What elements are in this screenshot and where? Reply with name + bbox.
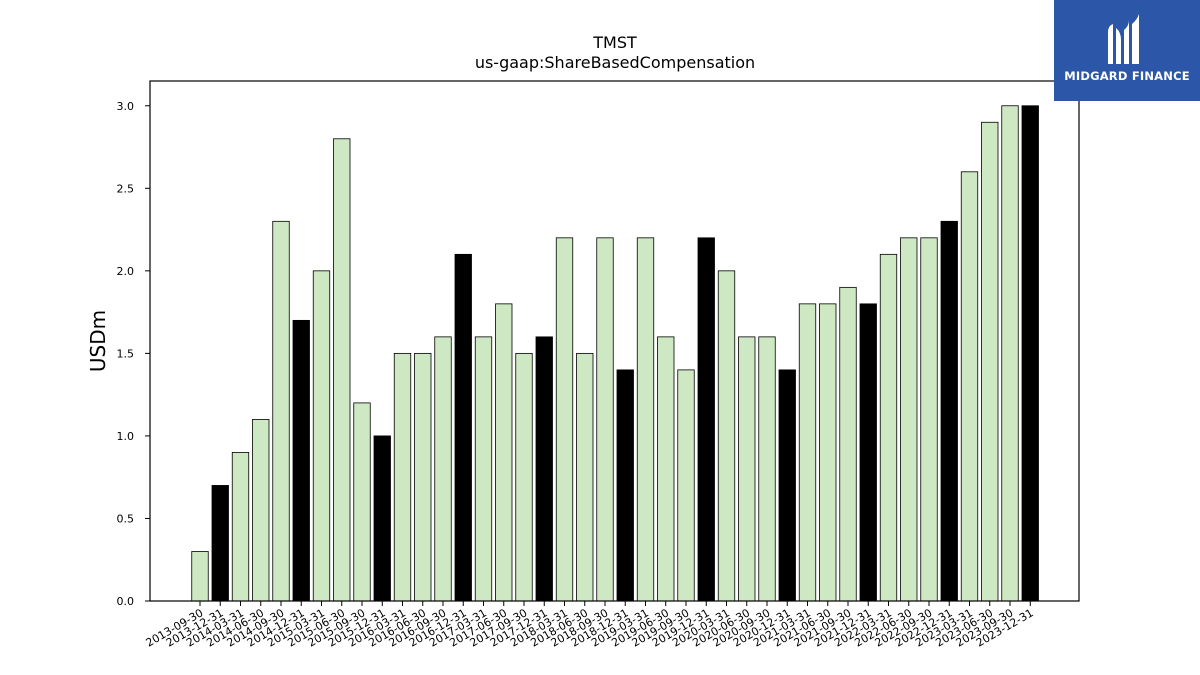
bar-2018-03-31 [555,237,574,602]
bar-2021-03-31 [798,303,817,602]
x-axis-ticks: 2013-09-302013-12-312014-03-312014-06-30… [144,601,1036,650]
bar-2016-12-31 [454,253,472,602]
midgard-logo-icon [1108,14,1139,64]
bar-2023-12-31 [1021,105,1039,602]
y-axis-ticks: 0.0 0.5 1.0 1.5 2.0 2.5 3.0 [117,100,150,608]
y-tick-label: 0.5 [117,512,135,525]
bar-2018-06-30 [576,352,594,602]
bar-2022-09-30 [920,237,938,602]
bar-2023-09-30 [1001,105,1019,602]
bar-2016-06-30 [414,352,432,602]
bar-2015-12-31 [373,435,391,602]
chart-subtitle: us-gaap:ShareBasedCompensation [475,53,755,72]
bar-2023-06-30 [981,121,999,602]
y-tick-label: 0.0 [117,595,135,608]
plot-frame [149,80,1080,602]
bar-2022-06-30 [900,237,918,602]
midgard-finance-logo: MIDGARD FINANCE [1054,0,1200,101]
bar-2020-12-31 [778,369,796,602]
bar-2014-12-31 [292,319,310,602]
bars-group [191,105,1039,602]
y-axis-label: USDm [86,310,110,372]
bar-2015-06-30 [333,138,351,602]
bar-2018-09-30 [596,237,614,602]
bar-2017-09-30 [515,352,533,602]
bar-2020-06-30 [738,336,756,602]
bar-2019-06-30 [657,336,675,602]
y-tick-label: 2.5 [117,182,135,195]
bar-2023-03-31 [960,171,979,602]
bar-2015-09-30 [353,402,371,602]
bar-2014-03-31 [231,452,250,602]
bar-2021-06-30 [819,303,837,602]
bar-2020-09-30 [758,336,776,602]
y-tick-label: 1.5 [117,347,135,360]
bar-2017-12-31 [535,336,553,602]
bar-2021-09-30 [839,286,857,602]
bar-2019-03-31 [636,237,655,602]
bar-2019-09-30 [677,369,695,602]
bar-2019-12-31 [697,237,715,602]
y-tick-label: 1.0 [117,430,135,443]
bar-2021-12-31 [859,303,877,602]
bar-2015-03-31 [312,270,331,602]
bar-2018-12-31 [616,369,634,602]
logo-text: MIDGARD FINANCE [1064,69,1190,83]
bar-2013-12-31 [211,485,229,602]
bar-2017-06-30 [495,303,513,602]
chart-title: TMST [592,33,637,52]
y-tick-label: 3.0 [117,100,135,113]
bar-2017-03-31 [474,336,493,602]
bar-2014-09-30 [272,220,290,602]
y-tick-label: 2.0 [117,265,135,278]
bar-2022-03-31 [879,253,898,602]
bar-2022-12-31 [940,220,958,602]
bar-2016-03-31 [393,352,412,602]
bar-2016-09-30 [434,336,452,602]
bar-2013-09-30 [191,551,209,602]
bar-2014-06-30 [252,419,270,602]
bar-2020-03-31 [717,270,736,602]
